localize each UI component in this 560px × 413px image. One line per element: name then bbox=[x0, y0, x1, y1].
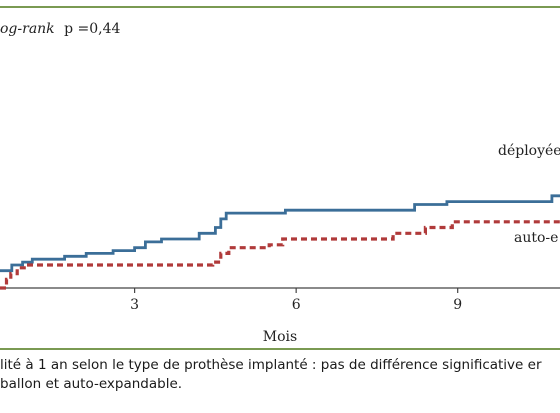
x-tick-label-3: 3 bbox=[130, 297, 139, 313]
series-line-deployee bbox=[0, 194, 560, 273]
figure-caption: lité à 1 an selon le type de prothèse im… bbox=[0, 356, 560, 394]
caption-line-2: ballon et auto-expandable. bbox=[0, 376, 183, 392]
series-line-auto-expandable bbox=[0, 220, 560, 290]
logrank-annotation: og-rank p =0,44 bbox=[0, 21, 121, 37]
p-value: p =0,44 bbox=[64, 21, 120, 37]
x-axis-label: Mois bbox=[263, 329, 297, 345]
svg-text:og-rank p =0,44: og-rank p =0,44 bbox=[0, 21, 121, 37]
survival-chart: og-rank p =0,44 3 6 9 Mois déployée auto-e bbox=[0, 21, 560, 345]
top-rule bbox=[0, 6, 560, 8]
x-tick-label-9: 9 bbox=[453, 297, 462, 313]
bottom-rule bbox=[0, 348, 560, 350]
x-ticks: 3 6 9 bbox=[130, 288, 462, 313]
test-name: og-rank bbox=[0, 21, 55, 37]
series-label-auto: auto-e bbox=[514, 230, 558, 246]
caption-line-1: lité à 1 an selon le type de prothèse im… bbox=[0, 357, 542, 373]
x-tick-label-6: 6 bbox=[292, 297, 301, 313]
series-layer bbox=[0, 194, 560, 290]
series-label-deployee: déployée bbox=[498, 143, 560, 159]
